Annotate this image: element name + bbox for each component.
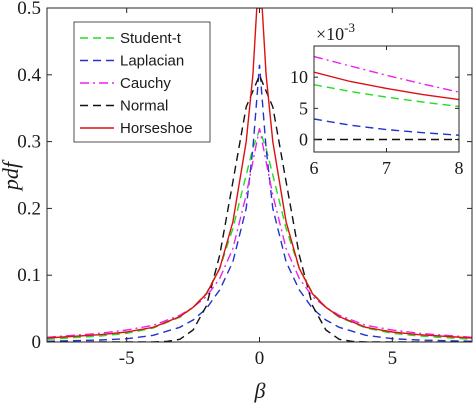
inset-background xyxy=(314,46,459,152)
legend-label-cauchy: Cauchy xyxy=(120,75,171,92)
main-y-tick-label: 0.3 xyxy=(17,132,41,153)
main-y-tick-label: 0.4 xyxy=(17,65,41,86)
main-series-horseshoe xyxy=(47,8,472,339)
legend-box xyxy=(73,21,211,143)
legend-items: Student-t Laplacian Cauchy Normal Horseshoe xyxy=(80,30,193,137)
main-y-tick-label: 0.1 xyxy=(17,265,41,286)
inset-x-tick-label: 6 xyxy=(310,158,319,178)
inset-y-exponent: ×10-3 xyxy=(316,20,355,44)
inset-x-tick-label: 8 xyxy=(455,158,464,178)
inset-series-laplacian xyxy=(314,118,459,136)
legend-label-normal: Normal xyxy=(120,98,168,115)
main-ticks-group: -5 0 5 0 0.1 0.2 0.3 0.4 0.5 xyxy=(17,0,472,369)
inset-y-exponent-base: ×10 xyxy=(316,24,344,44)
inset-x-tick-label: 7 xyxy=(382,158,391,178)
x-axis-title: β xyxy=(254,378,266,403)
inset-y-tick-label: 0 xyxy=(299,130,308,150)
inset-series-student-t xyxy=(314,84,459,108)
inset-series-cauchy xyxy=(314,55,459,93)
inset-chart: 6 7 8 0 5 10 ×10-3 xyxy=(290,20,464,178)
inset-series-horseshoe xyxy=(314,71,459,101)
main-y-tick-label: 0 xyxy=(32,332,42,353)
main-x-tick-label: 0 xyxy=(255,348,265,369)
inset-ticks-group: 6 7 8 0 5 10 xyxy=(290,46,464,178)
legend-label-horseshoe: Horseshoe xyxy=(120,120,193,137)
legend-label-laplacian: Laplacian xyxy=(120,53,184,70)
main-x-tick-label: -5 xyxy=(119,348,135,369)
main-x-tick-label: 5 xyxy=(388,348,398,369)
legend: Student-t Laplacian Cauchy Normal Horseshoe xyxy=(73,21,211,143)
inset-y-exponent-power: -3 xyxy=(344,20,355,35)
inset-y-tick-label: 5 xyxy=(299,98,308,118)
inset-series-group xyxy=(314,55,459,141)
main-series-student-t xyxy=(47,127,472,340)
main-y-tick-label: 0.2 xyxy=(17,198,41,219)
inset-y-tick-label: 10 xyxy=(290,67,308,87)
main-series-group xyxy=(47,8,472,342)
main-y-tick-label: 0.5 xyxy=(17,0,41,19)
main-series-normal xyxy=(47,73,472,342)
legend-label-student-t: Student-t xyxy=(120,30,182,47)
main-series-laplacian xyxy=(47,64,472,342)
y-axis-title: pdf xyxy=(0,159,23,192)
main-series-cauchy xyxy=(47,128,472,338)
